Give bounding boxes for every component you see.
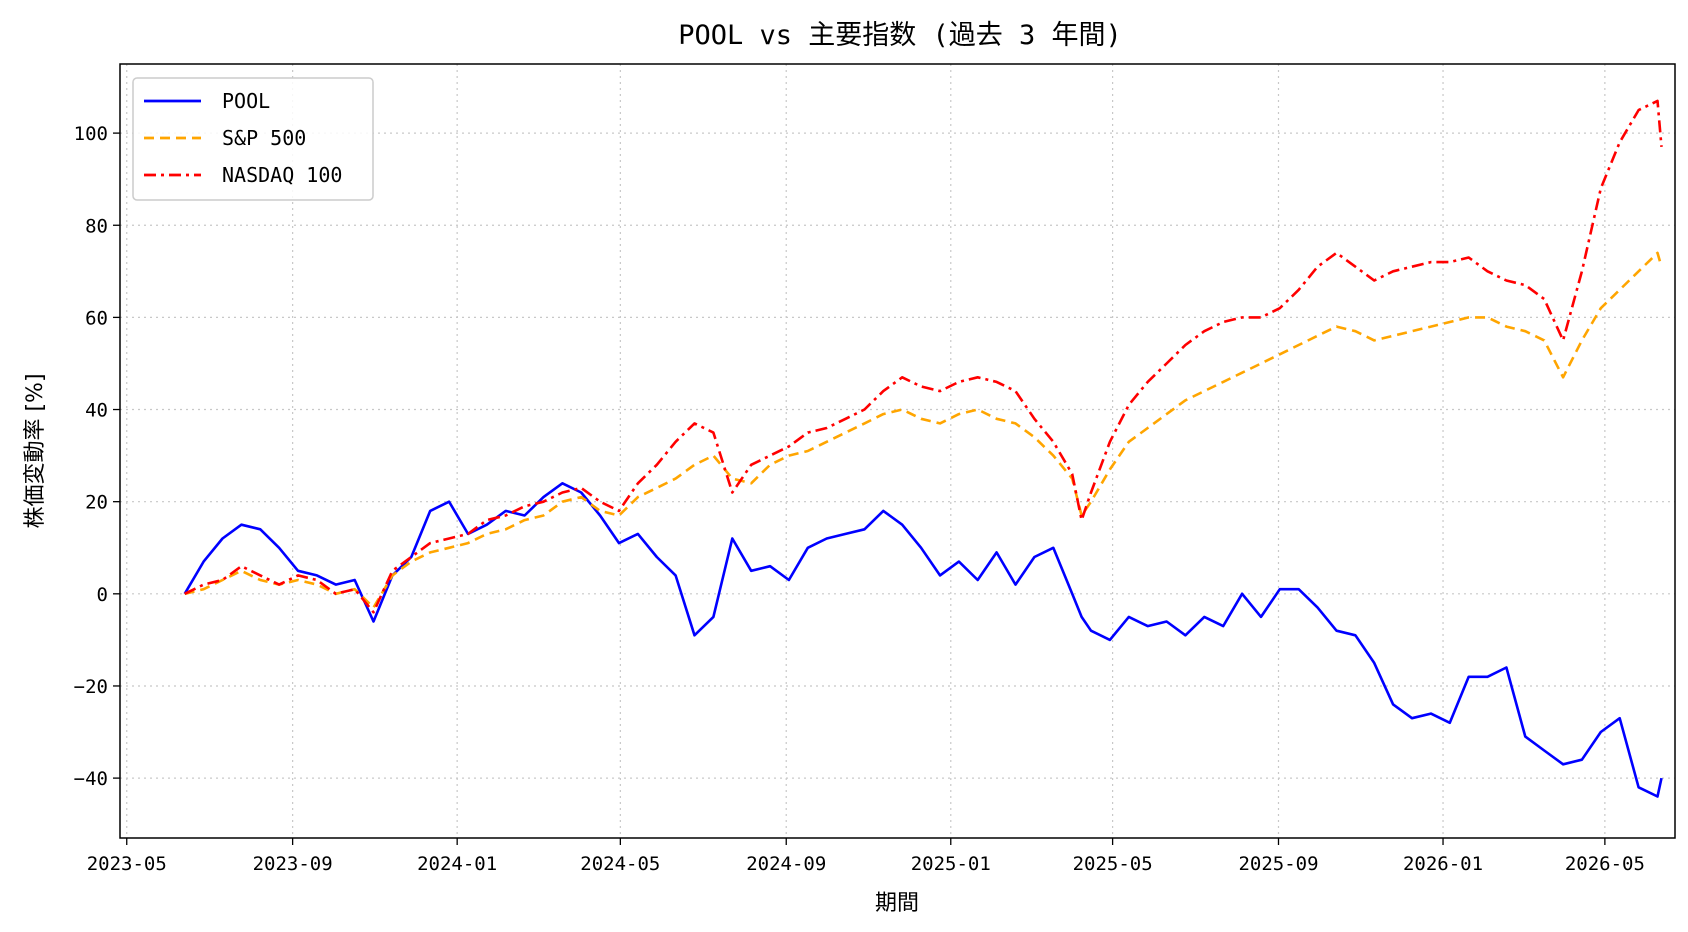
x-tick-label: 2023-09 <box>253 853 333 875</box>
x-axis-ticks: 2023-05 2023-09 2024-01 2024-05 2024-09 2025-… <box>87 838 1645 875</box>
y-tick-label: 60 <box>85 307 108 329</box>
chart-title: POOL vs 主要指数 (過去 3 年間) <box>678 20 1122 51</box>
legend-box <box>132 77 374 201</box>
x-tick-label: 2026-01 <box>1403 853 1483 875</box>
y-tick-label: 20 <box>85 492 108 514</box>
series-line-0 <box>183 481 1663 798</box>
y-axis-label: 株価変動率 [%] <box>23 373 48 528</box>
y-axis-ticks: −40 −20 0 20 40 60 80 100 <box>74 123 120 790</box>
series-layer <box>183 99 1663 798</box>
grid-layer <box>120 64 1675 838</box>
y-tick-label: 100 <box>74 123 108 145</box>
y-tick-label: 0 <box>97 584 108 606</box>
x-tick-label: 2024-05 <box>580 853 660 875</box>
x-tick-label: 2025-01 <box>911 853 991 875</box>
y-tick-label: 40 <box>85 400 108 422</box>
y-tick-label: 80 <box>85 215 108 237</box>
series-line-2 <box>184 99 1663 614</box>
legend: POOL S&P 500 NASDAQ 100 <box>132 77 374 201</box>
x-tick-label: 2026-05 <box>1565 853 1645 875</box>
y-tick-label: −20 <box>74 676 108 698</box>
series-line-1 <box>184 251 1663 609</box>
legend-label-0: POOL <box>222 89 270 113</box>
x-axis-label: 期間 <box>875 891 919 916</box>
x-tick-label: 2024-01 <box>417 853 497 875</box>
x-tick-label: 2025-05 <box>1073 853 1153 875</box>
plot-frame <box>119 63 1676 839</box>
x-tick-label: 2023-05 <box>87 853 167 875</box>
legend-label-1: S&P 500 <box>222 126 306 150</box>
legend-label-2: NASDAQ 100 <box>222 163 342 187</box>
x-tick-label: 2025-09 <box>1238 853 1318 875</box>
y-tick-label: −40 <box>74 768 108 790</box>
x-tick-label: 2024-09 <box>746 853 826 875</box>
